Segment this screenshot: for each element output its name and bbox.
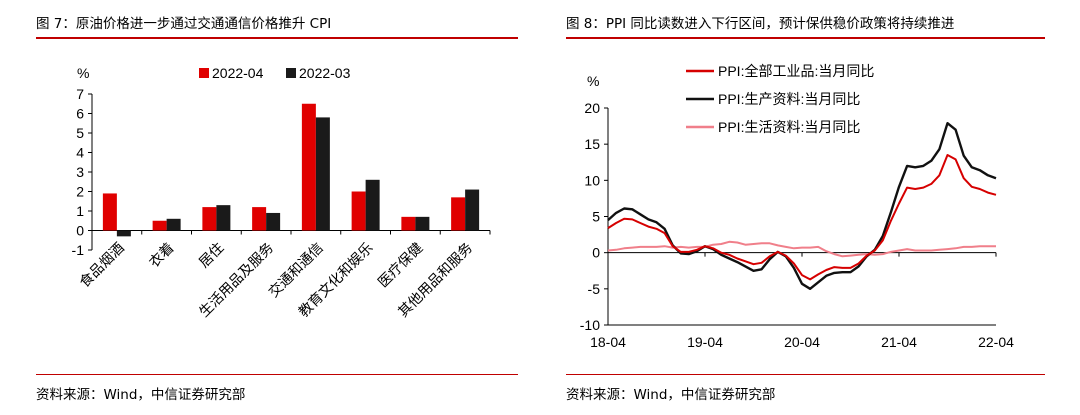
- bar-2022-04: [152, 220, 167, 231]
- bar-2022-04: [351, 191, 366, 231]
- figure-7-title: 图 7：原油价格进一步通过交通通信价格推升 CPI: [36, 16, 332, 32]
- bar-2022-04: [401, 216, 416, 231]
- bar-2022-03: [365, 179, 380, 231]
- legend-label: PPI:全部工业品:当月同比: [718, 63, 874, 79]
- category-label: 医疗保健: [375, 239, 426, 290]
- y-axis-unit: %: [587, 73, 599, 89]
- bar-2022-04: [202, 207, 217, 231]
- bar-2022-04: [301, 103, 316, 231]
- y-tick-label: 20: [584, 100, 600, 116]
- bar-2022-04: [451, 197, 466, 231]
- x-tick-label: 19-04: [687, 334, 723, 350]
- y-tick-label: -10: [580, 317, 600, 333]
- figure-8-title: 图 8：PPI 同比读数进入下行区间，预计保供稳价政策将持续推进: [566, 16, 955, 32]
- legend-label: 2022-04: [212, 65, 264, 81]
- legend-swatch: [199, 68, 209, 78]
- line-chart: % -10 -5 0 5 10 15 20 18-04 19-04 20-04 21-04 22-04 P…: [580, 63, 1014, 350]
- title-divider: [36, 37, 518, 39]
- y-tick-label: 0: [592, 245, 600, 261]
- legend-label: 2022-03: [299, 65, 351, 81]
- y-tick-label: 6: [76, 106, 84, 122]
- figure-7-panel: 图 7：原油价格进一步通过交通通信价格推升 CPI % -1 0 1 2 3 4 5 6 7 食品烟…: [36, 0, 518, 415]
- y-tick-label: 5: [76, 125, 84, 141]
- bar-2022-03: [216, 205, 231, 231]
- y-tick-label: -1: [72, 242, 85, 258]
- y-axis-unit: %: [77, 65, 89, 81]
- y-tick-label: 2: [76, 184, 84, 200]
- source-divider: [566, 374, 1045, 375]
- category-label: 衣着: [146, 239, 177, 270]
- figure-8-panel: 图 8：PPI 同比读数进入下行区间，预计保供稳价政策将持续推进 % -10 -5 0…: [566, 0, 1045, 415]
- figure-7-source: 资料来源：Wind，中信证券研究部: [36, 387, 246, 403]
- y-tick-label: 7: [76, 86, 84, 102]
- y-tick-label: -5: [588, 281, 601, 297]
- y-tick-label: 15: [584, 136, 600, 152]
- x-tick-label: 22-04: [978, 334, 1014, 350]
- legend-label: PPI:生活资料:当月同比: [718, 119, 860, 135]
- legend-swatch: [286, 68, 296, 78]
- x-tick-label: 20-04: [784, 334, 820, 350]
- bar-2022-03: [315, 117, 330, 231]
- category-label: 居住: [195, 239, 226, 270]
- bar-2022-03: [415, 216, 430, 231]
- y-tick-label: 1: [76, 203, 84, 219]
- series-line-2: [607, 240, 996, 258]
- bar-2022-03: [116, 230, 131, 237]
- y-tick-label: 10: [584, 172, 600, 188]
- y-tick-label: 4: [76, 145, 84, 161]
- y-tick-label: 5: [592, 209, 600, 225]
- legend-label: PPI:生产资料:当月同比: [718, 91, 860, 107]
- bar-2022-03: [166, 218, 181, 231]
- title-divider: [566, 37, 1045, 39]
- bar-2022-03: [266, 212, 281, 231]
- bar-2022-03: [465, 189, 480, 231]
- series-line-0: [607, 154, 997, 281]
- x-tick-label: 18-04: [590, 334, 626, 350]
- bar-2022-04: [102, 193, 117, 231]
- series-line-1: [607, 121, 997, 290]
- figure-8-source: 资料来源：Wind，中信证券研究部: [566, 387, 776, 403]
- y-tick-label: 0: [76, 223, 84, 239]
- x-tick-label: 21-04: [881, 334, 917, 350]
- source-divider: [36, 374, 518, 375]
- y-tick-label: 3: [76, 164, 84, 180]
- bar-2022-04: [252, 207, 267, 231]
